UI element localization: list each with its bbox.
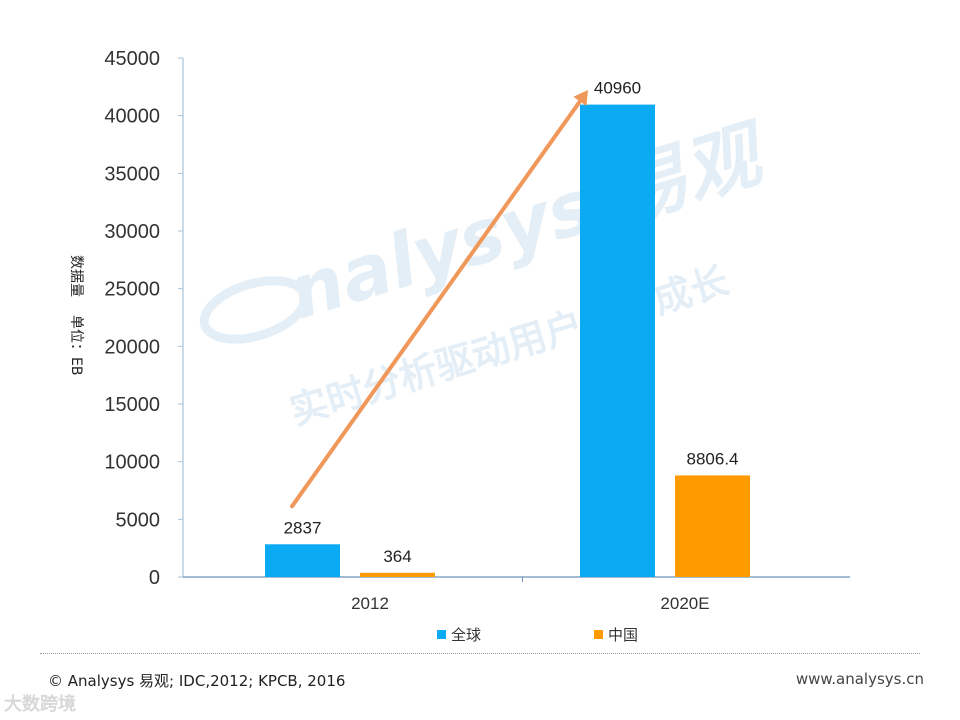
legend: 全球 中国 [437,626,638,644]
y-axis-label-line: 单位：EB [68,315,84,375]
y-tick-label: 45000 [104,48,160,70]
bar-value-label: 8806.4 [687,449,739,468]
watermark-logo-ring [199,276,310,344]
trend-arrow-head [573,90,588,107]
legend-label: 中国 [608,626,638,644]
bars [265,104,750,577]
y-tick-label: 20000 [104,336,160,358]
x-tick-label: 2012 [351,594,389,613]
y-tick-label: 0 [149,567,160,589]
legend-label: 全球 [451,626,481,644]
bar [360,572,435,577]
trend-arrow [290,90,588,509]
x-tick-label: 2020E [660,594,709,613]
source-note: © Analysys 易观; IDC,2012; KPCB, 2016 [48,672,346,690]
y-axis-label-line: 数据量 [68,255,84,297]
data-labels: 2837 364 40960 8806.4 [284,79,739,566]
footer-divider [40,653,920,654]
bar [265,544,340,577]
corner-watermark: 大数跨境 [4,694,76,715]
bar-value-label: 40960 [594,79,641,98]
y-tick-label: 35000 [104,163,160,185]
y-tick-label: 40000 [104,106,160,128]
axes: 0 5000 10000 15000 20000 25000 30000 35000 40000… [104,48,850,613]
bar-value-label: 2837 [284,518,322,537]
trend-arrow-line [290,99,582,509]
legend-swatch [594,630,603,639]
y-tick-label: 30000 [104,221,160,243]
website-link[interactable]: www.analysys.cn [795,670,924,688]
bar [675,475,750,577]
bar-value-label: 364 [383,547,411,566]
y-tick-label: 10000 [104,452,160,474]
y-tick-label: 25000 [104,279,160,301]
y-tick-label: 15000 [104,394,160,416]
bar [580,104,655,577]
y-tick-label: 5000 [116,509,161,531]
legend-swatch [437,630,446,639]
